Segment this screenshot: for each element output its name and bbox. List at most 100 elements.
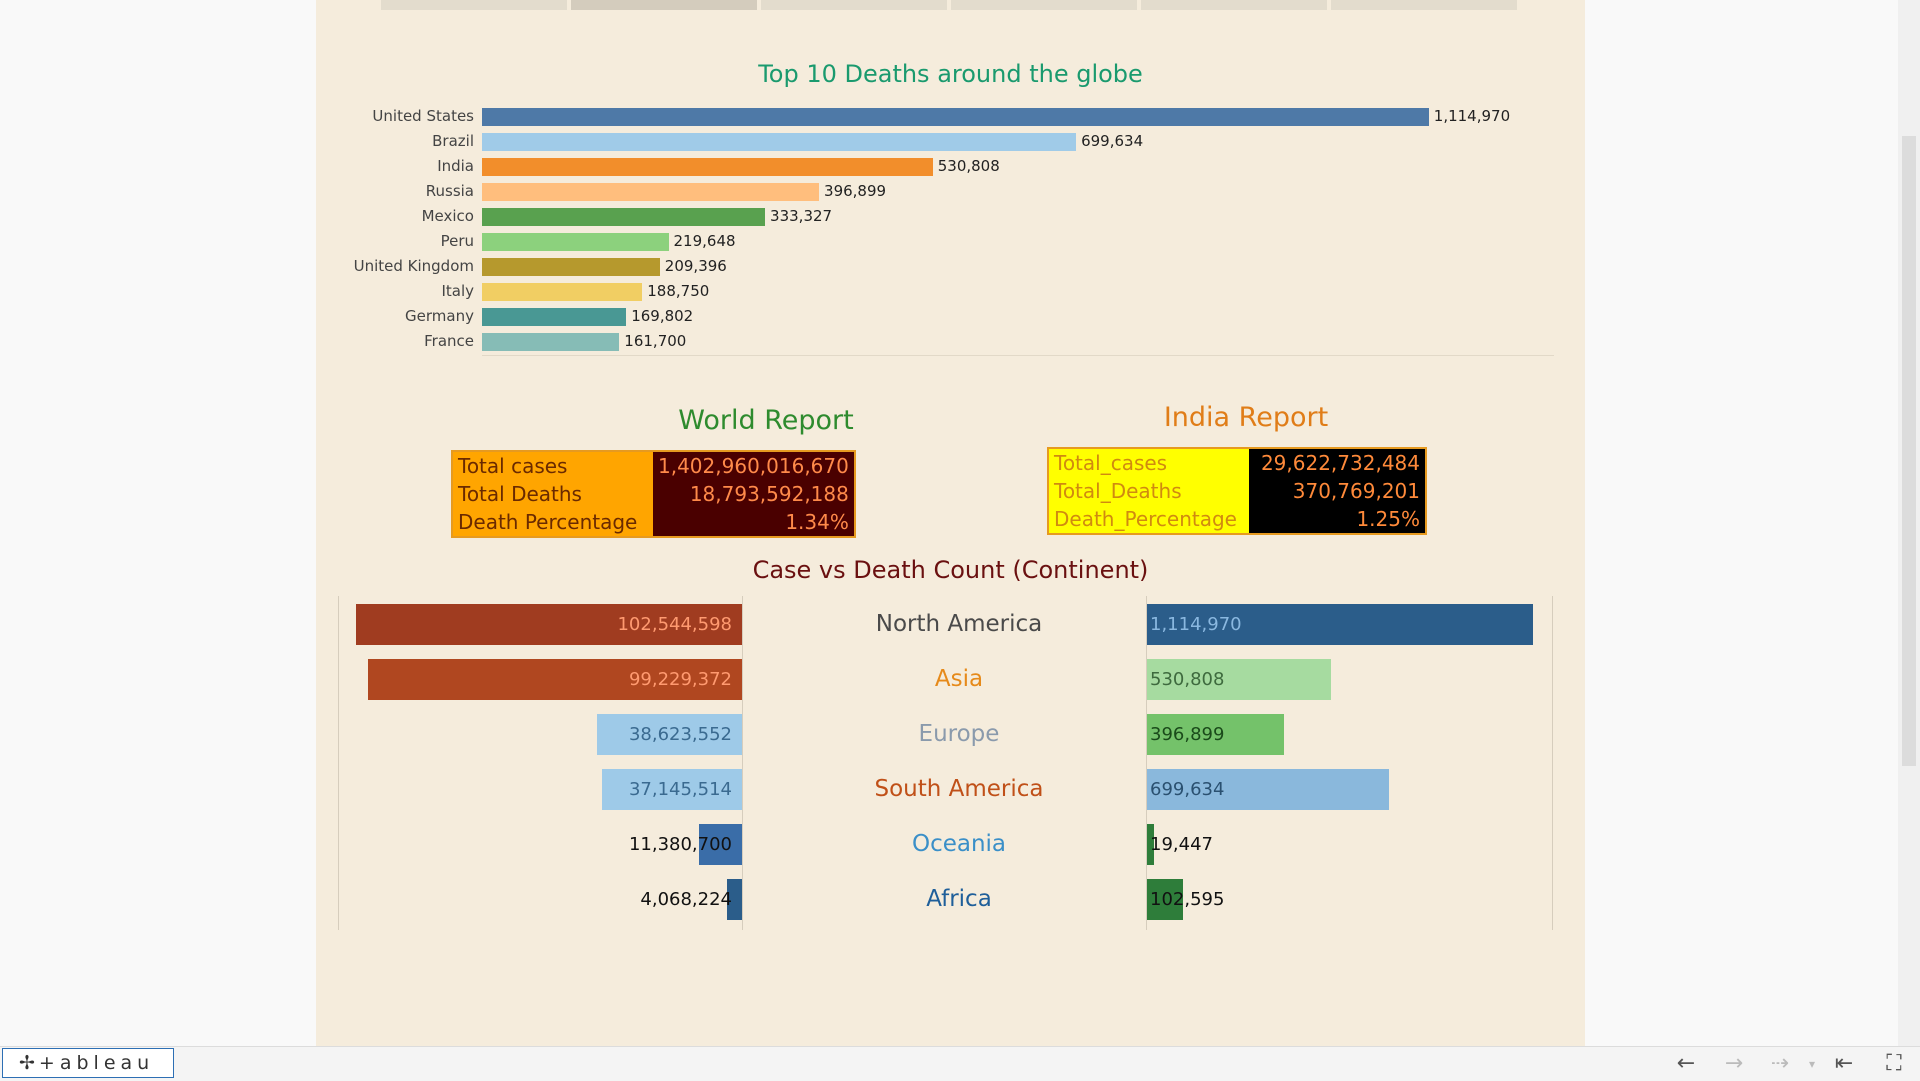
top10-country-label: Brazil <box>432 132 474 150</box>
case-value-label: 11,380,700 <box>628 834 732 855</box>
death-value-label: 530,808 <box>1150 669 1225 690</box>
death-bar[interactable] <box>1147 824 1154 865</box>
case-bar[interactable] <box>602 769 742 810</box>
death-bar[interactable] <box>1147 879 1183 920</box>
continent-name: North America <box>875 611 1043 637</box>
top10-row[interactable]: United States 1,114,970 <box>316 104 1585 129</box>
tab-1[interactable] <box>381 0 567 10</box>
world-key: Death Percentage <box>452 508 653 537</box>
vertical-scrollbar[interactable] <box>1898 0 1920 1046</box>
death-value-label: 19,447 <box>1150 834 1213 855</box>
top10-row[interactable]: United Kingdom 209,396 <box>316 254 1585 279</box>
top10-bar[interactable] <box>482 158 933 176</box>
india-value: 370,769,201 <box>1249 477 1426 505</box>
top10-bar[interactable] <box>482 308 627 326</box>
continent-row[interactable]: 11,380,700 Oceania 19,447 <box>316 824 1585 865</box>
top10-row[interactable]: Russia 396,899 <box>316 179 1585 204</box>
top10-country-label: Peru <box>440 232 474 250</box>
continent-row[interactable]: 37,145,514 South America 699,634 <box>316 769 1585 810</box>
top10-country-label: Russia <box>425 182 474 200</box>
top10-row[interactable]: India 530,808 <box>316 154 1585 179</box>
top10-value-label: 396,899 <box>824 182 887 200</box>
dashboard: Top 10 Deaths around the globe United St… <box>316 0 1585 1046</box>
case-value-label: 102,544,598 <box>617 614 732 635</box>
top10-axis-line <box>482 355 1554 356</box>
dropdown-icon[interactable]: ▾ <box>1808 1057 1816 1071</box>
tab-3[interactable] <box>761 0 947 10</box>
top10-country-label: India <box>437 157 474 175</box>
india-value: 1.25% <box>1249 505 1426 534</box>
top10-row[interactable]: Mexico 333,327 <box>316 204 1585 229</box>
top10-value-label: 699,634 <box>1081 132 1144 150</box>
tab-6[interactable] <box>1331 0 1517 10</box>
india-key: Total_cases <box>1048 448 1249 477</box>
case-vs-death-chart[interactable]: 102,544,598 North America 1,114,970 99,229,… <box>316 596 1585 930</box>
top10-value-label: 209,396 <box>664 257 727 275</box>
top10-row[interactable]: Peru 219,648 <box>316 229 1585 254</box>
india-row-death-percentage: Death_Percentage 1.25% <box>1048 505 1426 534</box>
top10-country-label: United States <box>372 107 474 125</box>
top10-country-label: Germany <box>405 307 474 325</box>
death-bar[interactable] <box>1147 604 1533 645</box>
tab-2[interactable] <box>571 0 757 10</box>
world-value: 1.34% <box>653 508 855 537</box>
tab-4[interactable] <box>951 0 1137 10</box>
india-row-total-deaths: Total_Deaths 370,769,201 <box>1048 477 1426 505</box>
top10-row[interactable]: Italy 188,750 <box>316 279 1585 304</box>
top10-country-label: United Kingdom <box>353 257 474 275</box>
india-report-table[interactable]: Total_cases 29,622,732,484 Total_Deaths … <box>1047 447 1427 535</box>
world-key: Total Deaths <box>452 480 653 508</box>
death-bar[interactable] <box>1147 769 1390 810</box>
reset-icon[interactable]: ⇤ <box>1834 1051 1854 1076</box>
top10-row[interactable]: Brazil 699,634 <box>316 129 1585 154</box>
top10-bar[interactable] <box>482 258 660 276</box>
tab-strip <box>381 0 1521 10</box>
undo-icon[interactable]: ← <box>1676 1051 1696 1076</box>
india-row-total-cases: Total_cases 29,622,732,484 <box>1048 448 1426 477</box>
top10-bar[interactable] <box>482 333 620 351</box>
top10-bar[interactable] <box>482 133 1077 151</box>
tableau-logo-text: +ableau <box>38 1052 155 1074</box>
top10-bar[interactable] <box>482 183 820 201</box>
case-bar[interactable] <box>596 714 742 755</box>
continent-row[interactable]: 99,229,372 Asia 530,808 <box>316 659 1585 700</box>
top10-bar[interactable] <box>482 283 643 301</box>
world-row-total-cases: Total cases 1,402,960,016,670 <box>452 451 855 480</box>
world-row-total-deaths: Total Deaths 18,793,592,188 <box>452 480 855 508</box>
redo-icon[interactable]: → <box>1724 1051 1744 1076</box>
world-report-table[interactable]: Total cases 1,402,960,016,670 Total Deat… <box>451 450 856 538</box>
divider-line <box>1146 596 1147 930</box>
revert-icon[interactable]: ⇢ <box>1770 1051 1790 1076</box>
top10-bar[interactable] <box>482 208 766 226</box>
death-value-label: 699,634 <box>1150 779 1225 800</box>
case-bar[interactable] <box>726 879 742 920</box>
continent-name: Africa <box>926 886 992 912</box>
continent-name: South America <box>874 776 1044 802</box>
divider-line <box>742 596 743 930</box>
top10-value-label: 188,750 <box>647 282 710 300</box>
death-value-label: 396,899 <box>1150 724 1225 745</box>
top10-bar[interactable] <box>482 233 669 251</box>
tab-5[interactable] <box>1141 0 1327 10</box>
tableau-logo[interactable]: ✢ +ableau <box>2 1048 174 1078</box>
top10-row[interactable]: France 161,700 <box>316 329 1585 354</box>
death-bar[interactable] <box>1147 659 1331 700</box>
top10-country-label: France <box>424 332 474 350</box>
death-value-label: 102,595 <box>1150 889 1225 910</box>
top10-deaths-chart[interactable]: United States 1,114,970 Brazil 699,634 India… <box>316 104 1585 354</box>
scrollbar-thumb[interactable] <box>1902 136 1916 766</box>
case-bar[interactable] <box>699 824 742 865</box>
death-bar[interactable] <box>1147 714 1285 755</box>
fullscreen-icon[interactable]: ⛶ <box>1886 1051 1902 1076</box>
case-vs-death-title: Case vs Death Count (Continent) <box>752 556 1149 584</box>
continent-row[interactable]: 38,623,552 Europe 396,899 <box>316 714 1585 755</box>
top10-bar[interactable] <box>482 108 1429 126</box>
case-value-label: 38,623,552 <box>628 724 732 745</box>
case-bar[interactable] <box>356 604 742 645</box>
continent-row[interactable]: 4,068,224 Africa 102,595 <box>316 879 1585 920</box>
top10-value-label: 219,648 <box>673 232 736 250</box>
top10-row[interactable]: Germany 169,802 <box>316 304 1585 329</box>
case-bar[interactable] <box>368 659 742 700</box>
top10-chart-title: Top 10 Deaths around the globe <box>758 60 1143 88</box>
continent-row[interactable]: 102,544,598 North America 1,114,970 <box>316 604 1585 645</box>
